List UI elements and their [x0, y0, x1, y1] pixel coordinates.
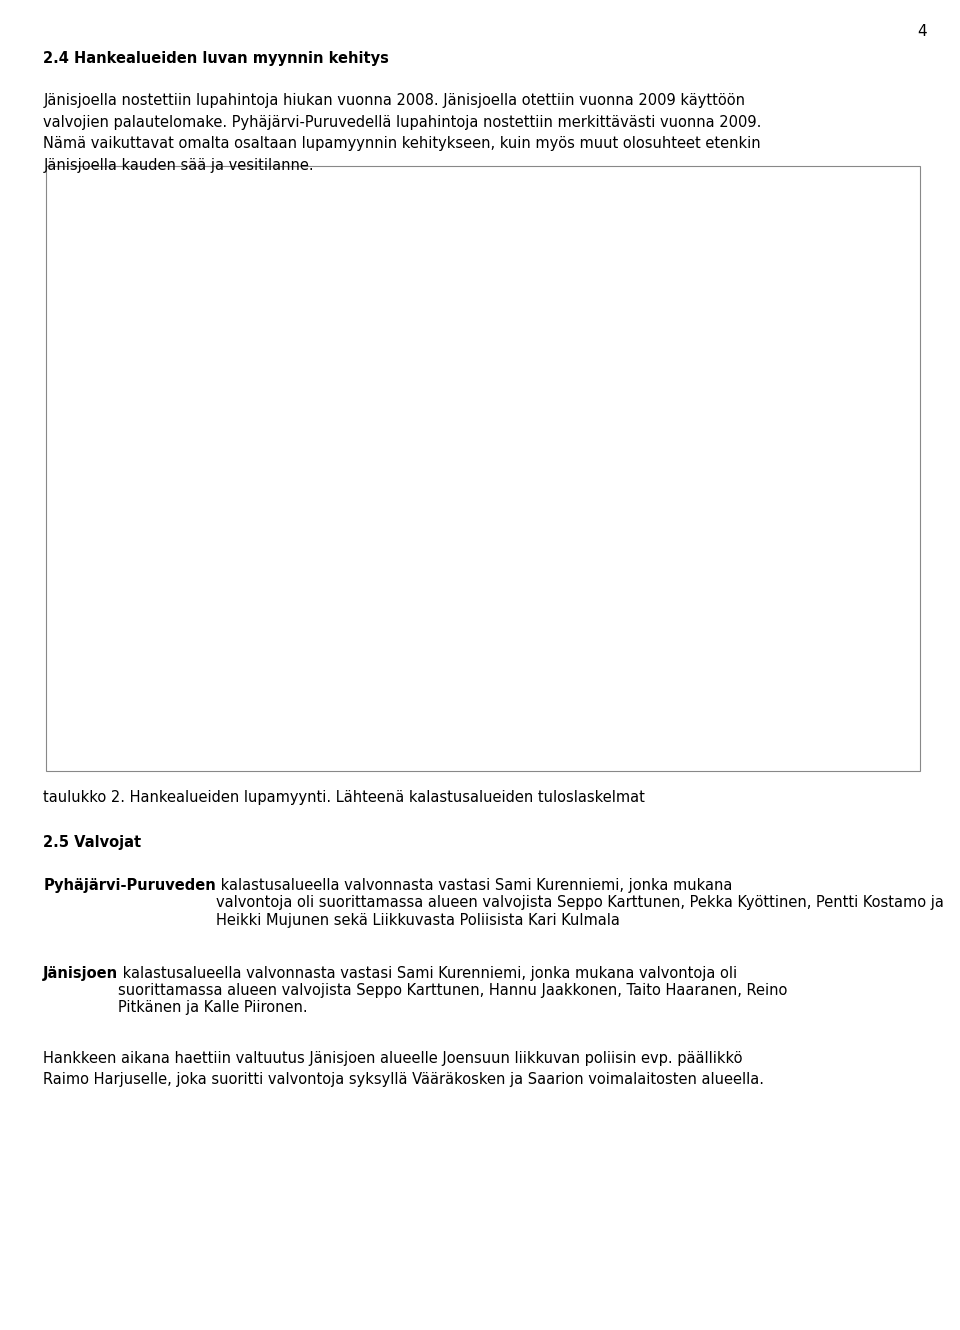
Jänisjoki — [215, 428, 227, 444]
Pyhäjärvi-Puruvesi — [420, 654, 431, 670]
Legend: Pyhäjärvi-Puruvesi, Jänisjoki: Pyhäjärvi-Puruvesi, Jänisjoki — [380, 203, 676, 231]
Pyhäjärvi-Puruvesi — [522, 641, 534, 657]
Jänisjoki — [317, 450, 328, 465]
Pyhäjärvi-Puruvesi — [728, 511, 739, 527]
Pyhäjärvi-Puruvesi — [317, 661, 328, 677]
Text: Pyhäjärvi-Puruveden: Pyhäjärvi-Puruveden — [43, 878, 216, 892]
Line: Jänisjoki: Jänisjoki — [216, 350, 737, 462]
Text: 2.4 Hankealueiden luvan myynnin kehitys: 2.4 Hankealueiden luvan myynnin kehitys — [43, 51, 389, 65]
Text: Jänisjoen: Jänisjoen — [43, 966, 118, 980]
Text: kalastusalueella valvonnasta vastasi Sami Kurenniemi, jonka mukana valvontoja ol: kalastusalueella valvonnasta vastasi Sam… — [118, 966, 788, 1015]
Line: Pyhäjärvi-Puruvesi: Pyhäjärvi-Puruvesi — [216, 515, 737, 673]
Pyhäjärvi-Puruvesi — [215, 632, 227, 648]
Text: taulukko 2. Hankealueiden lupamyynti. Lähteenä kalastusalueiden tuloslaskelmat: taulukko 2. Hankealueiden lupamyynti. Lä… — [43, 790, 645, 805]
Text: kalastusalueella valvonnasta vastasi Sami Kurenniemi, jonka mukana
valvontoja ol: kalastusalueella valvonnasta vastasi Sam… — [216, 878, 944, 927]
Jänisjoki — [728, 356, 739, 372]
Title: Hankealueiden lupamyynnin kehitys: Hankealueiden lupamyynnin kehitys — [300, 200, 756, 219]
Jänisjoki — [522, 366, 534, 383]
Jänisjoki — [625, 346, 636, 362]
Text: Hankkeen aikana haettiin valtuutus Jänisjoen alueelle Joensuun liikkuvan poliisi: Hankkeen aikana haettiin valtuutus Jänis… — [43, 1051, 764, 1087]
X-axis label: Vuosi: Vuosi — [502, 758, 554, 775]
Text: 4: 4 — [917, 24, 926, 39]
Text: 2.5 Valvojat: 2.5 Valvojat — [43, 835, 141, 850]
Text: Jänisjoella nostettiin lupahintoja hiukan vuonna 2008. Jänisjoella otettiin vuon: Jänisjoella nostettiin lupahintoja hiuka… — [43, 93, 761, 173]
Y-axis label: Eurot: Eurot — [59, 496, 74, 541]
Pyhäjärvi-Puruvesi — [625, 632, 636, 648]
Jänisjoki — [420, 387, 431, 403]
